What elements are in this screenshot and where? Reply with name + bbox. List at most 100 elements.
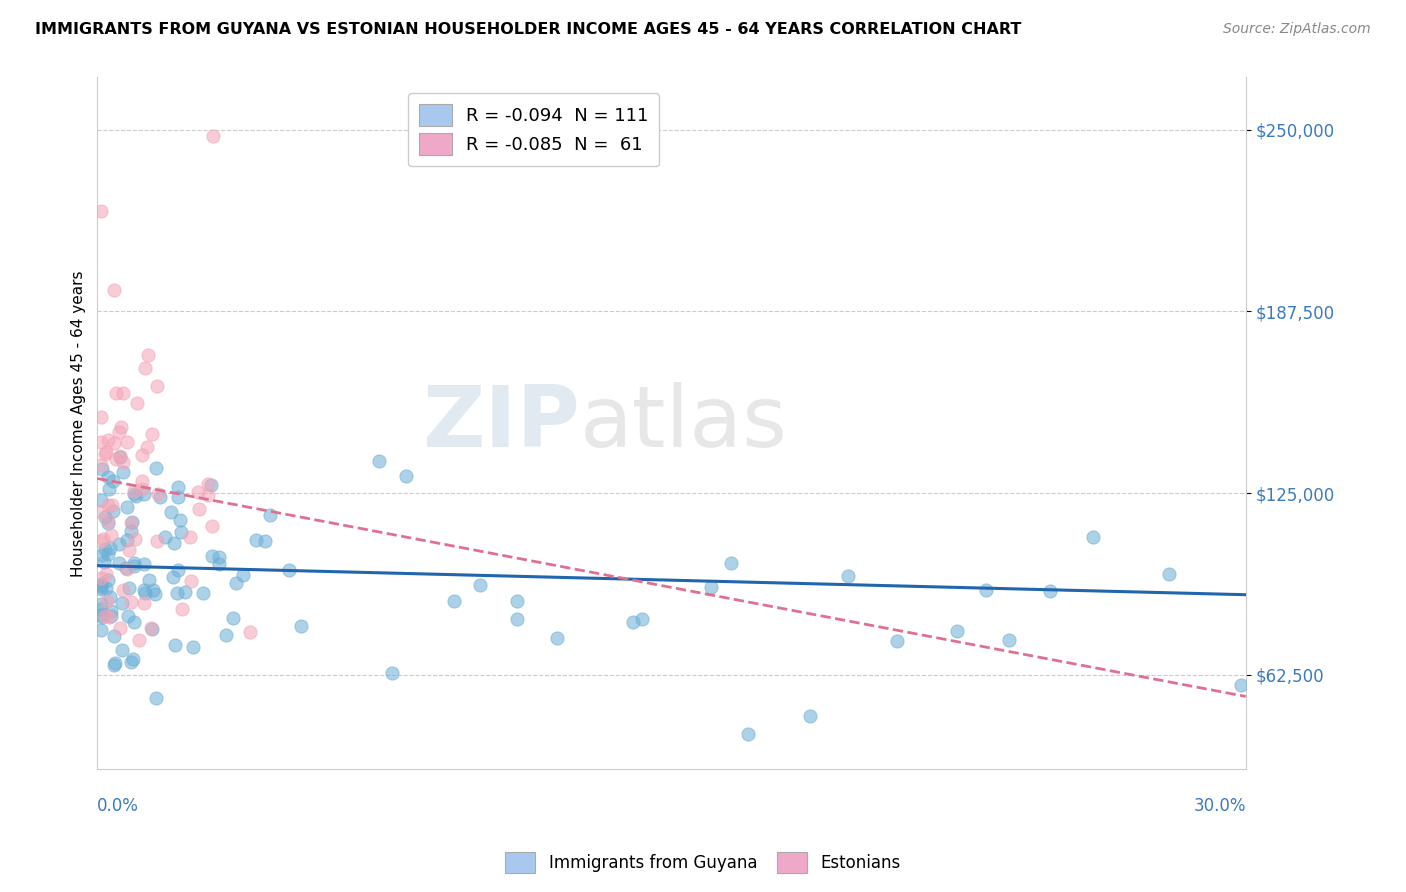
Point xyxy=(277,563,299,577)
Point xyxy=(208,557,231,571)
Point xyxy=(180,574,202,588)
Point xyxy=(115,533,138,548)
Point xyxy=(145,460,167,475)
Point xyxy=(998,633,1021,648)
Point xyxy=(197,488,219,502)
Point xyxy=(100,608,122,623)
Point xyxy=(108,425,131,439)
Point xyxy=(90,462,112,476)
Point xyxy=(208,549,231,564)
Point xyxy=(174,585,197,599)
Point xyxy=(90,505,112,519)
Point xyxy=(111,583,134,598)
Point xyxy=(94,541,117,556)
Text: 0.0%: 0.0% xyxy=(97,797,139,814)
Point xyxy=(112,386,135,401)
Point xyxy=(225,575,247,590)
Point xyxy=(121,524,143,539)
Point xyxy=(132,596,155,610)
Point xyxy=(222,610,245,624)
Point xyxy=(131,448,153,462)
Point xyxy=(101,498,124,512)
Point xyxy=(166,586,188,600)
Point xyxy=(122,556,145,570)
Point xyxy=(103,656,125,670)
Point xyxy=(128,632,150,647)
Point xyxy=(162,570,184,584)
Point xyxy=(90,534,112,549)
Point xyxy=(103,629,125,643)
Point xyxy=(165,638,187,652)
Point xyxy=(97,514,120,528)
Point xyxy=(187,501,209,516)
Point xyxy=(1081,530,1104,544)
Point xyxy=(141,427,163,442)
Point xyxy=(90,582,112,597)
Point xyxy=(103,283,125,297)
Point xyxy=(145,690,167,705)
Point xyxy=(97,573,120,587)
Point xyxy=(167,480,190,494)
Point xyxy=(253,533,276,548)
Point xyxy=(395,469,418,483)
Point xyxy=(720,556,742,570)
Point xyxy=(187,484,209,499)
Text: atlas: atlas xyxy=(579,382,787,465)
Point xyxy=(91,610,114,624)
Point xyxy=(97,499,120,513)
Point xyxy=(100,527,122,541)
Text: IMMIGRANTS FROM GUYANA VS ESTONIAN HOUSEHOLDER INCOME AGES 45 - 64 YEARS CORRELA: IMMIGRANTS FROM GUYANA VS ESTONIAN HOUSE… xyxy=(35,22,1022,37)
Point xyxy=(97,482,120,496)
Point xyxy=(197,477,219,491)
Point xyxy=(90,598,112,612)
Point xyxy=(122,487,145,501)
Point xyxy=(90,602,112,616)
Y-axis label: Householder Income Ages 45 - 64 years: Householder Income Ages 45 - 64 years xyxy=(72,270,86,576)
Point xyxy=(110,420,132,434)
Point xyxy=(122,484,145,499)
Point xyxy=(1159,567,1181,582)
Point xyxy=(172,602,194,616)
Point xyxy=(110,643,132,657)
Point xyxy=(90,409,112,424)
Point xyxy=(111,596,134,610)
Point xyxy=(110,449,132,463)
Point xyxy=(111,455,134,469)
Point xyxy=(381,666,404,681)
Point xyxy=(115,434,138,449)
Point xyxy=(146,487,169,501)
Point xyxy=(179,530,201,544)
Point xyxy=(169,513,191,527)
Point xyxy=(138,573,160,587)
Point xyxy=(506,612,529,626)
Point xyxy=(122,651,145,665)
Point xyxy=(90,578,112,592)
Text: ZIP: ZIP xyxy=(422,382,579,465)
Point xyxy=(163,536,186,550)
Point xyxy=(201,128,224,143)
Point xyxy=(200,478,222,492)
Point xyxy=(136,348,159,362)
Point xyxy=(110,450,132,464)
Point xyxy=(153,530,176,544)
Point xyxy=(149,490,172,504)
Point xyxy=(136,440,159,454)
Point xyxy=(115,561,138,575)
Point xyxy=(201,518,224,533)
Point xyxy=(96,444,118,458)
Point xyxy=(946,624,969,639)
Point xyxy=(108,556,131,570)
Point xyxy=(160,504,183,518)
Point xyxy=(166,564,188,578)
Point xyxy=(115,500,138,514)
Point xyxy=(91,548,114,562)
Point xyxy=(115,562,138,576)
Point xyxy=(546,632,568,646)
Legend: Immigrants from Guyana, Estonians: Immigrants from Guyana, Estonians xyxy=(499,846,907,880)
Point xyxy=(98,590,121,604)
Point xyxy=(97,433,120,447)
Point xyxy=(232,567,254,582)
Point xyxy=(215,628,238,642)
Point xyxy=(94,447,117,461)
Point xyxy=(737,727,759,741)
